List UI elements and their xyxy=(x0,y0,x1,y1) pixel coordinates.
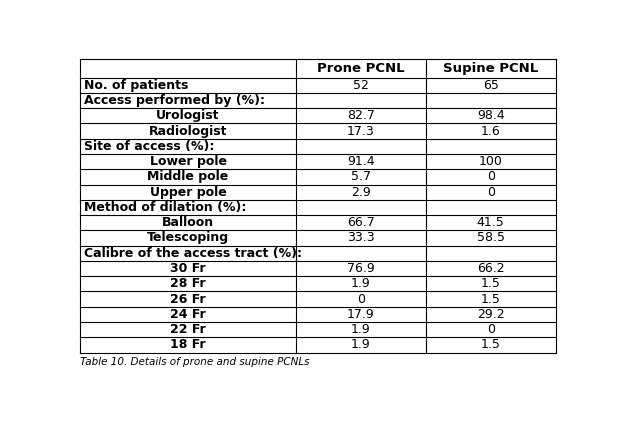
Text: 0: 0 xyxy=(487,323,495,336)
Text: 28 Fr: 28 Fr xyxy=(170,277,206,290)
Text: 30 Fr: 30 Fr xyxy=(170,262,206,275)
Text: 0: 0 xyxy=(487,170,495,184)
Text: Calibre of the access tract (%):: Calibre of the access tract (%): xyxy=(84,247,302,260)
Text: 76.9: 76.9 xyxy=(347,262,375,275)
Text: 5.7: 5.7 xyxy=(351,170,371,184)
Text: Radiologist: Radiologist xyxy=(149,124,228,138)
Text: 17.9: 17.9 xyxy=(347,308,375,321)
Text: 41.5: 41.5 xyxy=(477,216,505,229)
Text: Middle pole: Middle pole xyxy=(148,170,229,184)
Text: 82.7: 82.7 xyxy=(347,109,375,122)
Text: 2.9: 2.9 xyxy=(351,186,371,199)
Text: Telescoping: Telescoping xyxy=(147,232,229,244)
Text: Balloon: Balloon xyxy=(162,216,214,229)
Text: 98.4: 98.4 xyxy=(477,109,505,122)
Text: 1.9: 1.9 xyxy=(351,323,371,336)
Text: 29.2: 29.2 xyxy=(477,308,505,321)
Text: Urologist: Urologist xyxy=(156,109,220,122)
Text: 22 Fr: 22 Fr xyxy=(170,323,206,336)
Text: 26 Fr: 26 Fr xyxy=(170,292,206,306)
Text: 58.5: 58.5 xyxy=(477,232,505,244)
Text: 17.3: 17.3 xyxy=(347,124,375,138)
Text: 100: 100 xyxy=(479,155,503,168)
Text: 0: 0 xyxy=(487,186,495,199)
Text: 1.5: 1.5 xyxy=(480,292,500,306)
Text: 66.7: 66.7 xyxy=(347,216,375,229)
Text: 33.3: 33.3 xyxy=(347,232,375,244)
Text: Method of dilation (%):: Method of dilation (%): xyxy=(84,201,246,214)
Text: 0: 0 xyxy=(357,292,365,306)
Text: 52: 52 xyxy=(353,79,369,92)
Text: Supine PCNL: Supine PCNL xyxy=(443,62,538,75)
Text: Access performed by (%):: Access performed by (%): xyxy=(84,94,265,107)
Text: 1.6: 1.6 xyxy=(480,124,500,138)
Text: 1.9: 1.9 xyxy=(351,277,371,290)
Text: Table 10. Details of prone and supine PCNLs: Table 10. Details of prone and supine PC… xyxy=(80,357,309,368)
Text: Prone PCNL: Prone PCNL xyxy=(317,62,405,75)
Text: 1.5: 1.5 xyxy=(480,277,500,290)
Text: 1.9: 1.9 xyxy=(351,338,371,352)
Text: Lower pole: Lower pole xyxy=(149,155,227,168)
Text: No. of patients: No. of patients xyxy=(84,79,188,92)
Text: 18 Fr: 18 Fr xyxy=(170,338,206,352)
Text: 66.2: 66.2 xyxy=(477,262,505,275)
Text: 91.4: 91.4 xyxy=(347,155,375,168)
Text: 24 Fr: 24 Fr xyxy=(170,308,206,321)
Text: 65: 65 xyxy=(483,79,498,92)
Text: Site of access (%):: Site of access (%): xyxy=(84,140,214,153)
Text: Upper pole: Upper pole xyxy=(150,186,226,199)
Text: 1.5: 1.5 xyxy=(480,338,500,352)
